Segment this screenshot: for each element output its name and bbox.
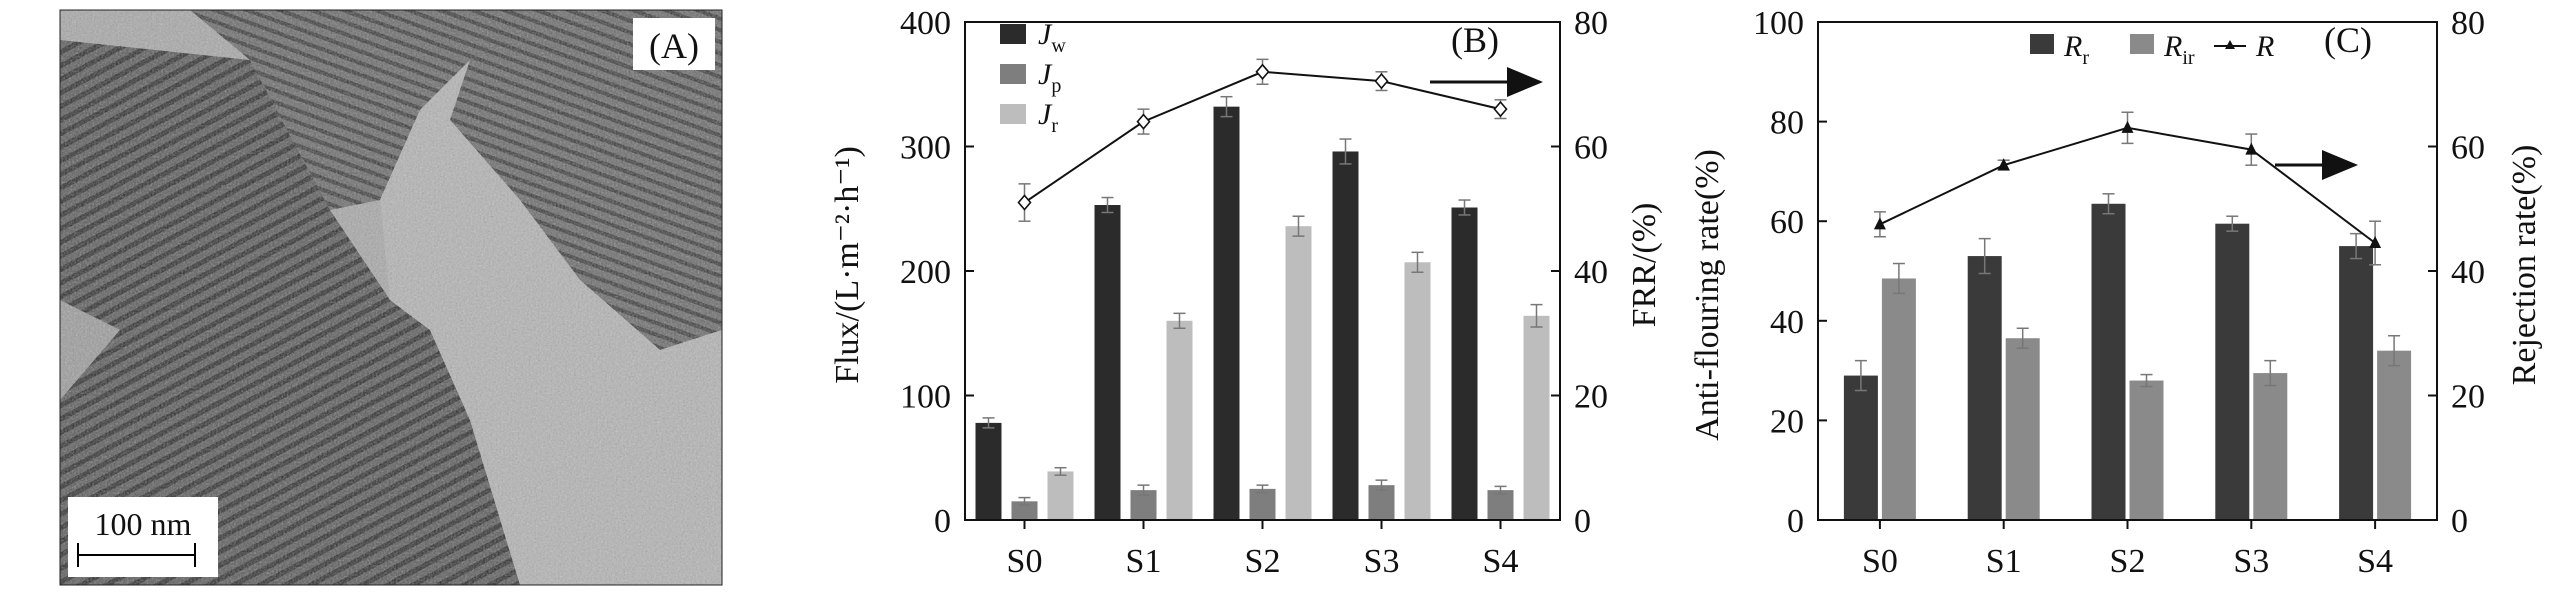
x-tick-label-s3: S3	[1364, 543, 1400, 580]
left-tick-label: 200	[900, 254, 951, 291]
legend-swatch-jr	[1000, 104, 1026, 124]
bar-jr-s3	[1404, 262, 1431, 520]
right-tick-label: 0	[2451, 503, 2468, 540]
line-series	[1023, 70, 1501, 204]
left-tick-label: 100	[1753, 5, 1804, 42]
line-point-s4	[2369, 235, 2382, 248]
left-tick-label: 40	[1770, 304, 1804, 341]
x-tick-label-s1: S1	[1126, 543, 1162, 580]
bar-jw-s0	[975, 422, 1002, 520]
legend-swatch-jp	[1000, 64, 1026, 84]
bar-rir-s2	[2129, 380, 2164, 520]
legend-label: Rr	[2063, 30, 2089, 69]
panel-c-legend: Rr Rir R	[2030, 30, 2274, 69]
x-tick-label-s2: S2	[1245, 543, 1281, 580]
left-tick-label: 300	[900, 130, 951, 167]
line-point-s1	[1997, 158, 2010, 171]
bar-jw-s3	[1332, 151, 1359, 521]
bar-jp-s2	[1249, 488, 1276, 520]
bar-jw-s4	[1451, 207, 1478, 520]
left-tick-label: 400	[900, 5, 951, 42]
bar-rr-s4	[2339, 246, 2374, 520]
right-tick-label: 40	[2451, 254, 2485, 291]
left-tick-label: 0	[934, 503, 951, 540]
panel-c-left-axis-label: Anti-flouring rate(%)	[1689, 149, 1726, 441]
bar-jp-s4	[1487, 490, 1514, 520]
right-tick-label: 60	[2451, 130, 2485, 167]
right-tick-label: 0	[1574, 503, 1591, 540]
bar-jr-s1	[1166, 320, 1193, 520]
panel-b-label: (B)	[1451, 20, 1499, 60]
line-point-s2	[1255, 63, 1270, 81]
bar-rir-s3	[2253, 373, 2288, 520]
panel-b-right-axis-label: FRR/(%)	[1626, 203, 1663, 328]
panel-b-left-axis-label: Flux/(L·m⁻²·h⁻¹)	[829, 146, 866, 384]
left-tick-label: 0	[1787, 503, 1804, 540]
legend-label: Jw	[1038, 18, 1066, 57]
bar-jr-s4	[1523, 315, 1550, 520]
panel-a-label-box	[633, 18, 715, 70]
line-point-s0	[1017, 194, 1032, 211]
x-tick-label-s1: S1	[1986, 543, 2022, 580]
right-tick-label: 20	[1574, 379, 1608, 416]
right-tick-label: 80	[2451, 5, 2485, 42]
panel-c-label: (C)	[2324, 20, 2372, 60]
line-point-s3	[1374, 72, 1389, 90]
panel-c-right-axis-label: Rejection rate(%)	[2506, 145, 2543, 386]
line-series	[1879, 126, 2376, 244]
right-tick-label: 60	[1574, 130, 1608, 167]
bar-rr-s1	[1967, 256, 2002, 520]
bar-jp-s0	[1011, 501, 1038, 520]
bar-jw-s2	[1213, 106, 1240, 520]
line-point-s1	[1136, 113, 1151, 130]
scale-bar: 100 nm	[68, 497, 218, 577]
scale-bar-label: 100 nm	[95, 506, 192, 542]
x-tick-label-s0: S0	[1007, 543, 1043, 580]
legend-swatch-r-marker	[2225, 40, 2235, 49]
x-tick-label-s3: S3	[2233, 543, 2269, 580]
left-tick-label: 80	[1770, 105, 1804, 142]
bar-jp-s3	[1368, 485, 1395, 520]
x-tick-label-s4: S4	[2357, 543, 2393, 580]
bar-jr-s2	[1285, 226, 1312, 520]
x-tick-label-s4: S4	[1483, 543, 1519, 580]
line-point-s2	[2121, 120, 2134, 133]
bar-rr-s2	[2091, 203, 2126, 520]
panel-c-chart: 0 20 40 60 80 100 0 20 40 60 80 S0 S1 S2 S3 S4 (C) Rr Ri…	[1689, 5, 2543, 580]
bar-rir-s1	[2005, 338, 2040, 520]
panel-a-frame	[59, 9, 723, 586]
panel-a-tem-image	[60, 10, 722, 585]
legend-label: Rir	[2163, 30, 2195, 69]
legend-swatch-rir	[2130, 34, 2154, 54]
left-tick-label: 20	[1770, 403, 1804, 440]
legend-swatch-rr	[2030, 34, 2054, 54]
right-tick-label: 80	[1574, 5, 1608, 42]
legend-swatch-jw	[1000, 24, 1026, 44]
bar-rr-s3	[2215, 223, 2250, 520]
legend-label: Jr	[1038, 98, 1058, 137]
line-point-s3	[2245, 142, 2258, 155]
line-point-s0	[1873, 217, 1886, 230]
legend-label: R	[2255, 30, 2274, 63]
right-tick-label: 20	[2451, 379, 2485, 416]
bar-rr-s0	[1843, 375, 1878, 520]
legend-label: Jp	[1038, 58, 1061, 97]
right-tick-label: 40	[1574, 254, 1608, 291]
x-tick-label-s2: S2	[2110, 543, 2146, 580]
bar-jr-s0	[1047, 471, 1074, 520]
panel-a-label: (A)	[649, 26, 699, 66]
x-tick-label-s0: S0	[1862, 543, 1898, 580]
bar-jw-s1	[1094, 205, 1121, 520]
bar-rir-s0	[1881, 278, 1916, 520]
left-tick-label: 60	[1770, 204, 1804, 241]
left-tick-label: 100	[900, 379, 951, 416]
line-point-s4	[1493, 100, 1508, 118]
bar-rir-s4	[2377, 350, 2412, 520]
